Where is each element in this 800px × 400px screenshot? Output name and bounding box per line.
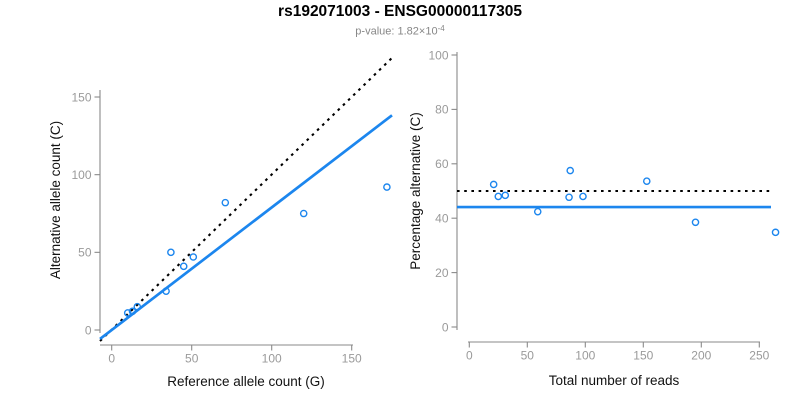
y-tick-label: 150 xyxy=(71,90,91,104)
data-point xyxy=(167,248,175,257)
x-tick-label: 50 xyxy=(185,352,199,366)
x-tick-label: 250 xyxy=(749,349,769,363)
data-point xyxy=(189,253,198,261)
data-point xyxy=(501,191,510,200)
allele-count-scatter: 0 50 100 150 0 50 100 150 Reference allele cou… xyxy=(48,57,393,389)
y-axis-title: Percentage alternative (C) xyxy=(408,112,423,270)
data-point xyxy=(566,166,575,175)
data-point xyxy=(299,209,308,218)
data-point xyxy=(179,262,188,271)
identity-line xyxy=(99,57,393,342)
data-point xyxy=(123,309,132,317)
x-axis-title: Total number of reads xyxy=(549,373,680,388)
figure-subtitle: p-value: 1.82×10-4 xyxy=(0,23,800,38)
x-tick-label: 200 xyxy=(691,349,711,363)
data-point xyxy=(221,198,230,207)
y-tick-label: 40 xyxy=(435,212,449,226)
data-point xyxy=(128,307,137,316)
x-tick-label: 50 xyxy=(521,349,535,363)
data-point xyxy=(162,287,170,295)
data-point xyxy=(565,193,573,202)
figure-title: rs192071003 - ENSG00000117305 xyxy=(278,3,522,20)
pvalue-text: p-value: 1.82×10 xyxy=(355,25,438,38)
y-tick-label: 100 xyxy=(428,48,448,62)
pvalue-exponent: -4 xyxy=(437,24,445,33)
data-point xyxy=(533,207,542,216)
data-point xyxy=(383,183,391,191)
x-tick-label: 100 xyxy=(262,352,282,366)
data-point xyxy=(494,192,503,201)
y-tick-label: 20 xyxy=(435,266,449,280)
x-tick-label: 150 xyxy=(633,349,653,363)
y-tick-label: 80 xyxy=(435,103,449,117)
data-point xyxy=(489,180,498,189)
data-point xyxy=(691,218,700,227)
y-tick-label: 60 xyxy=(435,157,449,171)
y-tick-label: 50 xyxy=(78,246,92,260)
y-tick-label: 0 xyxy=(442,320,449,334)
x-tick-label: 0 xyxy=(108,352,115,366)
x-tick-label: 0 xyxy=(466,349,473,363)
x-tick-label: 100 xyxy=(575,349,595,363)
y-tick-label: 100 xyxy=(71,168,91,182)
data-point xyxy=(579,192,587,201)
data-point xyxy=(771,228,780,237)
y-tick-label: 0 xyxy=(85,323,92,337)
fit-line xyxy=(99,114,393,341)
percentage-alternative-scatter: 0 50 100 150 200 250 0 20 40 60 80 100 Total numbe… xyxy=(408,48,780,388)
x-axis-title: Reference allele count (G) xyxy=(167,374,325,389)
y-axis-title: Alternative allele count (C) xyxy=(48,121,63,279)
data-point xyxy=(642,177,651,186)
data-point xyxy=(133,302,142,311)
x-tick-label: 150 xyxy=(342,352,362,366)
